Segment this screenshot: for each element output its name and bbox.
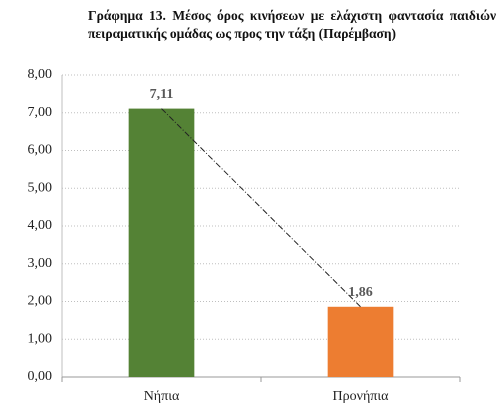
bar xyxy=(327,306,394,377)
y-tick-label: 2,00 xyxy=(28,294,53,309)
y-tick-label: 7,00 xyxy=(28,105,53,120)
trendline xyxy=(161,108,361,308)
y-tick-label: 1,00 xyxy=(28,331,53,346)
y-tick-label: 3,00 xyxy=(28,256,53,271)
y-tick-label: 4,00 xyxy=(28,218,53,233)
x-tick-label: Προνήπια xyxy=(333,389,390,404)
y-tick-label: 6,00 xyxy=(28,143,53,158)
x-tick-label: Νήπια xyxy=(144,389,180,404)
y-tick-label: 0,00 xyxy=(28,369,53,384)
chart-title: Γράφημα 13. Μέσος όρος κινήσεων με ελάχι… xyxy=(88,8,496,41)
value-label: 7,11 xyxy=(150,87,174,102)
bar xyxy=(128,108,195,377)
y-tick-label: 8,00 xyxy=(28,67,53,82)
value-label: 1,86 xyxy=(348,285,373,300)
y-tick-label: 5,00 xyxy=(28,180,53,195)
